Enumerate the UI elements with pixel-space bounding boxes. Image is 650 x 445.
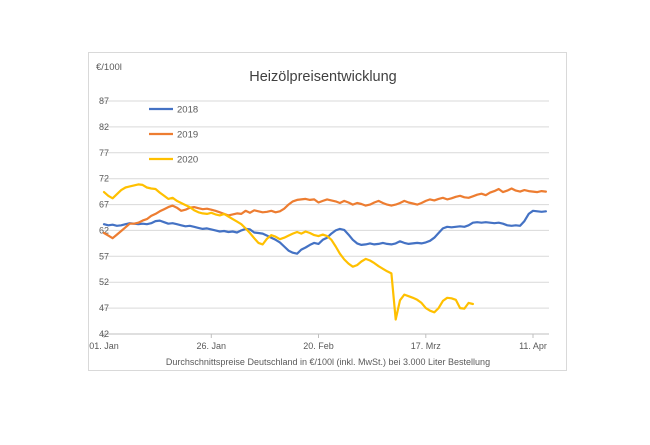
y-tick-label: 67 (99, 200, 109, 210)
y-tick-label: 72 (99, 174, 109, 184)
y-tick-label: 47 (99, 303, 109, 313)
y-axis-unit-label: €/100l (96, 62, 122, 73)
x-tick-label: 01. Jan (89, 341, 119, 351)
series-line-2020 (102, 183, 474, 321)
y-tick-label: 42 (99, 329, 109, 339)
x-tick-label: 26. Jan (197, 341, 227, 351)
x-axis-labels: 01. Jan 26. Jan 20. Feb 17. Mrz 11. Apr (89, 341, 547, 351)
chart-caption: Durchschnittspreise Deutschland in €/100… (166, 357, 490, 367)
y-tick-label: 52 (99, 277, 109, 287)
legend-label-2018: 2018 (177, 105, 198, 116)
y-tick-label: 77 (99, 148, 109, 158)
legend-label-2019: 2019 (177, 130, 198, 141)
x-tick-label: 11. Apr (519, 341, 547, 351)
price-chart-svg: €/100l Heizölpreisentwicklung 87 82 77 72 67… (89, 62, 549, 367)
x-tick-label: 20. Feb (303, 341, 334, 351)
x-tick-label: 17. Mrz (411, 341, 442, 351)
series-line-2018 (102, 209, 547, 255)
gridlines (101, 100, 549, 338)
series-line-2019 (102, 187, 547, 240)
y-tick-label: 62 (99, 225, 109, 235)
chart-panel: €/100l Heizölpreisentwicklung 87 82 77 72 67… (88, 52, 567, 371)
legend-label-2020: 2020 (177, 155, 198, 166)
y-tick-label: 57 (99, 251, 109, 261)
series-lines (102, 183, 547, 321)
chart-title: Heizölpreisentwicklung (249, 69, 397, 85)
y-axis-labels: 87 82 77 72 67 62 57 52 47 42 (99, 96, 109, 339)
y-tick-label: 82 (99, 122, 109, 132)
y-tick-label: 87 (99, 96, 109, 106)
legend: 2018 2019 2020 (149, 105, 198, 166)
